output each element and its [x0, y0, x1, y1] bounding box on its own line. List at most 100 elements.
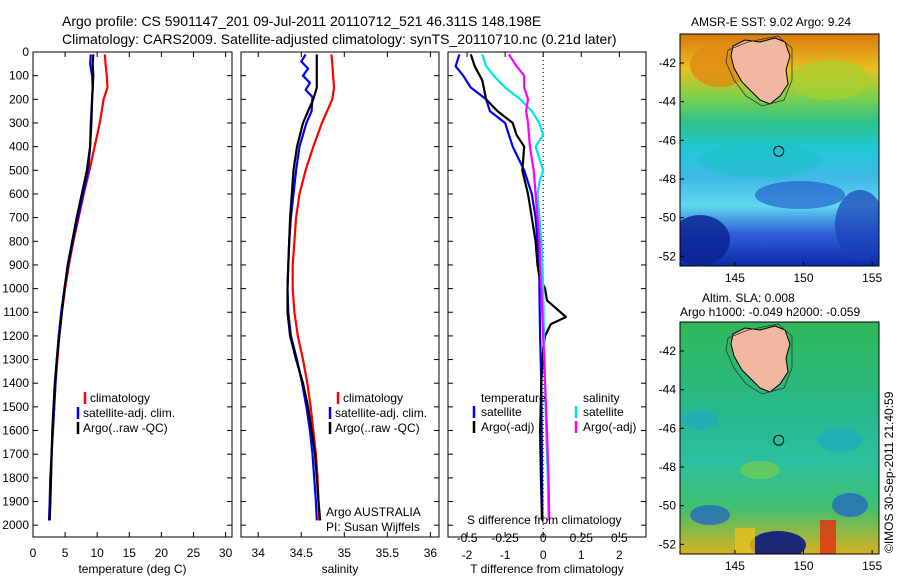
x-tick-label: 20 — [155, 546, 169, 560]
x-tick-label: 35 — [338, 546, 352, 560]
x-tick-label: 35.5 — [376, 546, 400, 560]
tasmania-landmass — [730, 325, 791, 393]
legend-label-s-argo: Argo(-adj) — [583, 420, 636, 434]
map-sst-field — [680, 34, 879, 266]
map-sla-title: Altim. SLA: 0.008 — [702, 291, 795, 305]
y-tick-label: 1400 — [2, 376, 29, 390]
y-tick-label: 1900 — [2, 495, 29, 509]
y-tick-label: -44 — [659, 95, 677, 109]
y-tick-label: 0 — [22, 45, 29, 59]
y-tick-label: -46 — [659, 133, 677, 147]
x2-tick-label: 0 — [540, 531, 547, 545]
y-tick-label: -48 — [659, 172, 677, 186]
panel-frame — [32, 51, 233, 538]
x-axis-label: temperature (deg C) — [78, 562, 186, 576]
y-tick-label: -52 — [659, 249, 677, 263]
x-tick-label: 30 — [219, 546, 233, 560]
y-tick-label: -50 — [659, 211, 677, 225]
y-tick-label: 2000 — [2, 518, 29, 532]
x-tick-label: 2 — [616, 548, 623, 562]
x-tick-label: 0 — [540, 548, 547, 562]
series-line-argo-raw-qc- — [48, 54, 95, 521]
profile-panels: 0100200300400500600700800900100011001200… — [2, 45, 647, 576]
xlabel-salinity-difference: S difference from climatology — [467, 513, 622, 527]
y-tick-label: -52 — [659, 537, 677, 551]
y-tick-label: 1500 — [2, 400, 29, 414]
x-tick-label: 150 — [794, 271, 814, 285]
copyright-credit: ©IMOS 30-Sep-2011 21:40:59 — [882, 391, 896, 553]
y-tick-label: 1800 — [2, 471, 29, 485]
y-tick-label: 1100 — [3, 305, 29, 319]
y-tick-label: 1700 — [2, 447, 29, 461]
y-tick-label: 1000 — [2, 282, 29, 296]
header-line1: Argo profile: CS 5901147_201 09-Jul-2011… — [62, 13, 541, 29]
panel-temperature: 0100200300400500600700800900100011001200… — [2, 45, 232, 576]
x-tick-label: -2 — [462, 548, 473, 562]
y-tick-label: 500 — [9, 163, 29, 177]
y-tick-label: 1600 — [2, 424, 29, 438]
legend-title-salinity: salinity — [583, 391, 620, 405]
legend-label-satellite: satellite-adj. clim. — [83, 406, 175, 420]
legend-title-temperature: temperature — [481, 391, 546, 405]
legend-label-argo: Argo(..raw -QC) — [83, 421, 168, 435]
x-tick-label: 34 — [252, 546, 266, 560]
y-tick-label: 100 — [9, 69, 29, 83]
y-tick-label: 200 — [9, 92, 29, 106]
x-axis-label: T difference from climatology — [470, 562, 624, 576]
map-sla-axes: 145 150 155 -42 -44 -46 -48 -50 -52 — [659, 344, 883, 573]
map-sst: AMSR-E SST: 9.02 Argo: 9.24 145 150 155 -42… — [659, 15, 883, 285]
y-tick-label: 1200 — [2, 329, 29, 343]
y-tick-label: -48 — [659, 460, 677, 474]
x-tick-label: 5 — [62, 546, 69, 560]
x-tick-label: 150 — [794, 559, 814, 573]
panel-differences: -2 -1 0 1 2 -0.5 -0.25 0 0.25 0.5 T difference fro… — [447, 51, 647, 576]
map-sla: Altim. SLA: 0.008 Argo h1000: -0.049 h20… — [659, 291, 883, 573]
map-sst-axes: 145 150 155 -42 -44 -46 -48 -50 -52 — [659, 56, 883, 285]
x-tick-label: 155 — [862, 559, 882, 573]
panel-frame — [240, 51, 440, 538]
tasmania-landmass — [730, 37, 791, 105]
x-tick-label: -1 — [500, 548, 511, 562]
legend-label-s-satellite: satellite — [583, 405, 624, 419]
series-line-climatology — [291, 54, 336, 521]
y-tick-label: -50 — [659, 499, 677, 513]
map-sst-title: AMSR-E SST: 9.02 Argo: 9.24 — [691, 15, 851, 29]
x-tick-label: 36 — [424, 546, 438, 560]
legend-label-climatology: climatology — [343, 391, 403, 405]
series-line-argo-adj- — [507, 53, 551, 521]
y-tick-label: 600 — [9, 187, 29, 201]
y-tick-label: -42 — [659, 56, 677, 70]
x2-tick-label: 0.5 — [611, 531, 628, 545]
legend-salinity: climatology satellite-adj. clim. Argo(..… — [326, 391, 427, 534]
x-tick-label: 155 — [862, 271, 882, 285]
x2-tick-label: 0.25 — [570, 531, 594, 545]
x-tick-label: 0 — [30, 546, 37, 560]
x-tick-label: 15 — [123, 546, 137, 560]
y-tick-label: 900 — [9, 258, 29, 272]
panel-salinity: 34 34.5 35 35.5 36 salinity — [240, 51, 440, 576]
map-sla-subtitle: Argo h1000: -0.049 h2000: -0.059 — [680, 305, 860, 319]
legend-label-argo: Argo(..raw -QC) — [335, 421, 420, 435]
argo-location-marker — [773, 434, 785, 446]
series-line-argo-raw-qc- — [286, 54, 322, 521]
legend-label-t-argo: Argo(-adj) — [481, 420, 534, 434]
y-tick-label: 700 — [9, 211, 29, 225]
header-line2: Climatology: CARS2009. Satellite-adjuste… — [62, 31, 617, 47]
x-tick-label: 34.5 — [290, 546, 314, 560]
x-axis-label: salinity — [322, 562, 359, 576]
x2-tick-label: -0.5 — [457, 531, 478, 545]
x-tick-label: 25 — [187, 546, 201, 560]
map-sla-field — [680, 322, 879, 554]
x-tick-label: 145 — [725, 559, 745, 573]
y-tick-label: -46 — [659, 421, 677, 435]
legend-label-t-satellite: satellite — [481, 405, 522, 419]
y-tick-label: -42 — [659, 344, 677, 358]
y-tick-label: -44 — [659, 383, 677, 397]
x2-tick-label: -0.25 — [491, 531, 519, 545]
y-tick-label: 800 — [9, 234, 29, 248]
argo-location-marker — [773, 145, 785, 157]
y-tick-label: 400 — [9, 140, 29, 154]
legend-label-climatology: climatology — [90, 391, 150, 405]
legend-label-satellite: satellite-adj. clim. — [335, 406, 427, 420]
